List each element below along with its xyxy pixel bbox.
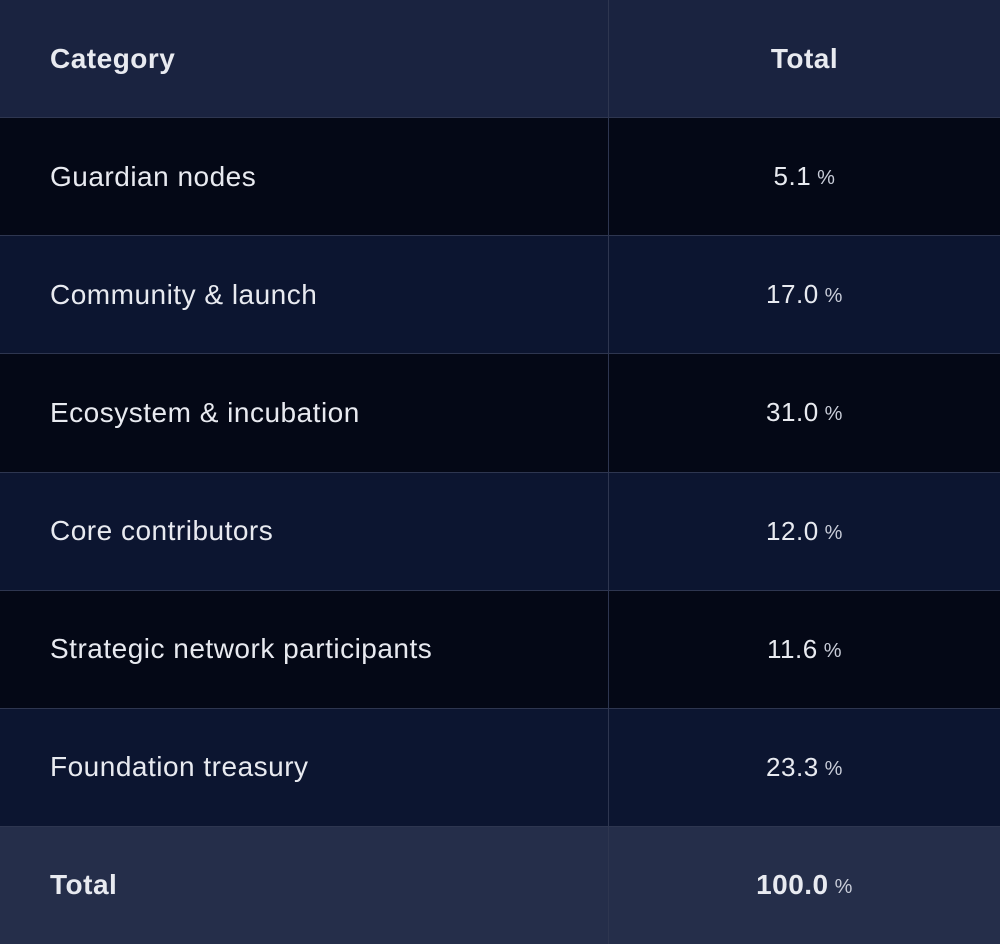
total-value: 17.0	[766, 279, 819, 310]
category-label: Foundation treasury	[50, 751, 309, 783]
table-row: Ecosystem & incubation 31.0 %	[0, 354, 1000, 472]
category-cell: Core contributors	[0, 473, 608, 590]
total-value: 11.6	[767, 634, 818, 665]
total-value: 31.0	[766, 397, 819, 428]
category-cell: Guardian nodes	[0, 118, 608, 235]
table-row: Guardian nodes 5.1 %	[0, 118, 1000, 236]
category-label: Guardian nodes	[50, 161, 256, 193]
percent-unit: %	[835, 876, 853, 899]
table-row: Foundation treasury 23.3 %	[0, 709, 1000, 827]
footer-total-cell: 100.0 %	[608, 827, 1000, 944]
total-cell: 31.0 %	[608, 354, 1000, 471]
footer-category-label: Total	[50, 869, 117, 901]
table-row: Core contributors 12.0 %	[0, 473, 1000, 591]
total-cell: 12.0 %	[608, 473, 1000, 590]
allocation-table: Category Total Guardian nodes 5.1 % Comm…	[0, 0, 1000, 944]
percent-unit: %	[825, 285, 843, 308]
table-footer-row: Total 100.0 %	[0, 827, 1000, 944]
total-cell: 23.3 %	[608, 709, 1000, 826]
category-cell: Community & launch	[0, 236, 608, 353]
percent-unit: %	[825, 758, 843, 781]
total-value: 12.0	[766, 516, 819, 547]
category-label: Core contributors	[50, 515, 273, 547]
percent-unit: %	[825, 403, 843, 426]
percent-unit: %	[817, 167, 835, 190]
table-header-row: Category Total	[0, 0, 1000, 118]
total-cell: 11.6 %	[608, 591, 1000, 708]
category-cell: Ecosystem & incubation	[0, 354, 608, 471]
total-value: 23.3	[766, 752, 819, 783]
total-value: 5.1	[774, 161, 812, 192]
category-label: Ecosystem & incubation	[50, 397, 360, 429]
header-category-cell: Category	[0, 0, 608, 117]
total-cell: 5.1 %	[608, 118, 1000, 235]
category-label: Strategic network participants	[50, 633, 432, 665]
category-cell: Foundation treasury	[0, 709, 608, 826]
header-category-label: Category	[50, 43, 175, 75]
header-total-label: Total	[771, 43, 838, 75]
percent-unit: %	[824, 640, 842, 663]
header-total-cell: Total	[608, 0, 1000, 117]
total-cell: 17.0 %	[608, 236, 1000, 353]
footer-total-value: 100.0	[756, 869, 829, 901]
table-row: Strategic network participants 11.6 %	[0, 591, 1000, 709]
percent-unit: %	[825, 522, 843, 545]
footer-category-cell: Total	[0, 827, 608, 944]
category-label: Community & launch	[50, 279, 317, 311]
category-cell: Strategic network participants	[0, 591, 608, 708]
table-row: Community & launch 17.0 %	[0, 236, 1000, 354]
